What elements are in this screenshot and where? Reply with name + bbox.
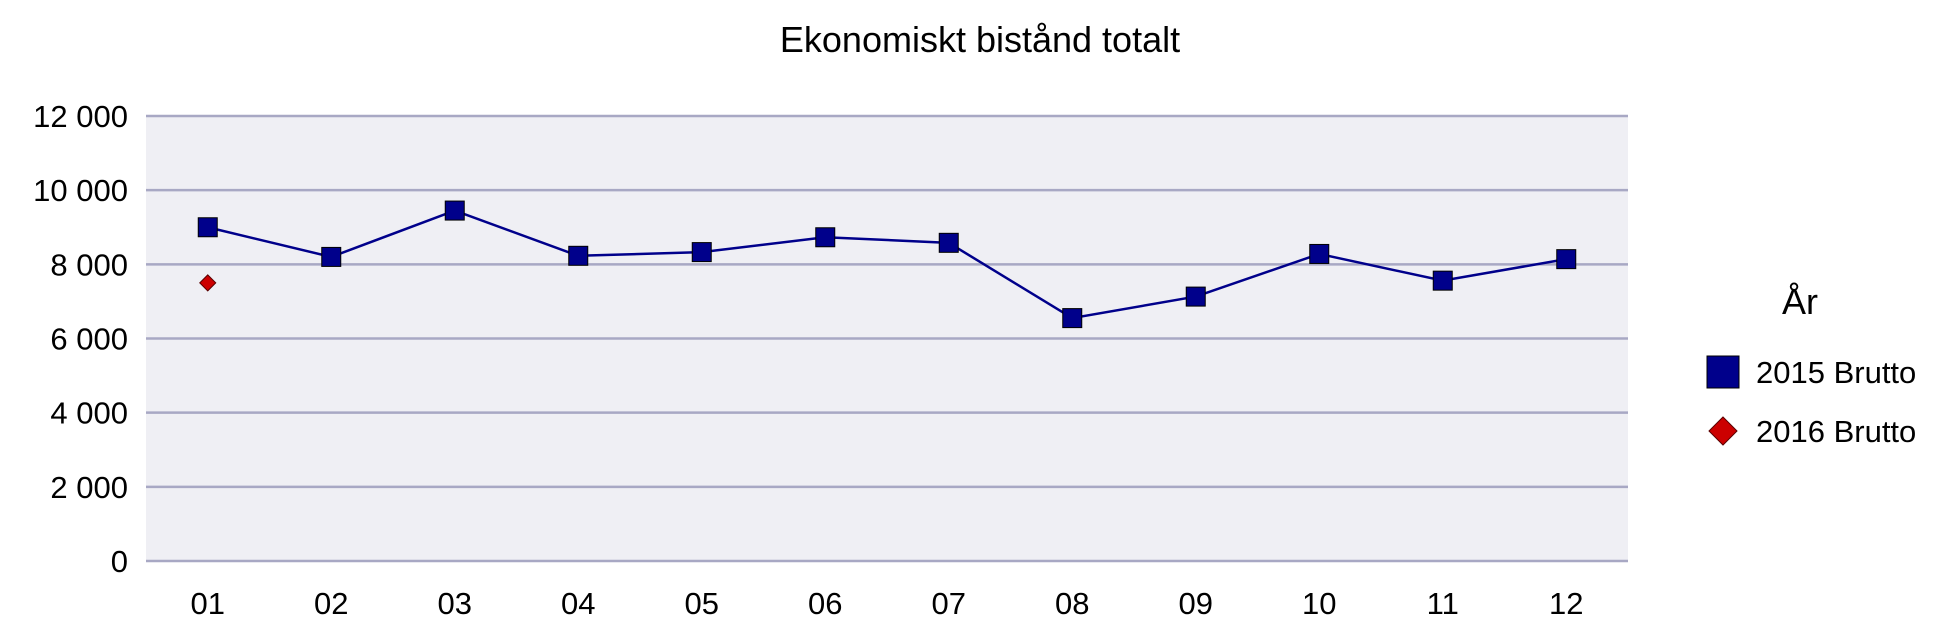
data-point-square (444, 200, 465, 221)
data-point-square (321, 246, 342, 267)
data-point-square (197, 217, 218, 238)
legend-swatch-square (1706, 355, 1740, 389)
x-tick-label: 03 (438, 586, 472, 621)
data-point-square (568, 245, 589, 266)
x-tick-label: 05 (685, 586, 719, 621)
data-point-square (1556, 249, 1577, 270)
series-line-0 (207, 209, 1567, 320)
y-axis-ticks: 0 2 000 4 000 6 000 8 000 10 000 12 000 (33, 99, 128, 579)
x-tick-label: 12 (1549, 586, 1583, 621)
legend-title: År (1782, 281, 1818, 322)
legend-label: 2016 Brutto (1756, 414, 1916, 449)
x-tick-label: 11 (1427, 586, 1459, 621)
x-tick-label: 10 (1302, 586, 1336, 621)
legend-swatch-diamond (1708, 416, 1738, 446)
data-point-square (1309, 243, 1330, 264)
gridlines (146, 114, 1628, 563)
y-tick-label: 12 000 (33, 99, 128, 134)
x-tick-label: 01 (191, 586, 225, 621)
x-tick-label: 04 (561, 586, 595, 621)
series-layer (197, 200, 1577, 329)
x-tick-label: 07 (932, 586, 966, 621)
data-point-square (1062, 308, 1083, 329)
y-tick-label: 2 000 (50, 470, 128, 505)
data-point-square (815, 227, 836, 248)
x-tick-label: 02 (314, 586, 348, 621)
data-point-square (938, 232, 959, 253)
x-tick-label: 09 (1179, 586, 1213, 621)
y-tick-label: 10 000 (33, 173, 128, 208)
x-axis-ticks: 01 02 03 04 05 06 07 08 09 10 11 12 (191, 586, 1584, 621)
x-tick-label: 08 (1055, 586, 1089, 621)
chart-title: Ekonomiskt bistånd totalt (780, 19, 1180, 60)
data-point-square (691, 242, 712, 263)
data-point-square (1185, 286, 1206, 307)
y-tick-label: 4 000 (50, 396, 128, 431)
legend: År 2015 Brutto 2016 Brutto (1706, 281, 1916, 449)
y-tick-label: 8 000 (50, 247, 128, 282)
x-tick-label: 06 (808, 586, 842, 621)
data-point-diamond (199, 274, 217, 292)
y-tick-label: 0 (111, 544, 128, 579)
y-tick-label: 6 000 (50, 322, 128, 357)
data-point-square (1432, 270, 1453, 291)
legend-label: 2015 Brutto (1756, 355, 1916, 390)
